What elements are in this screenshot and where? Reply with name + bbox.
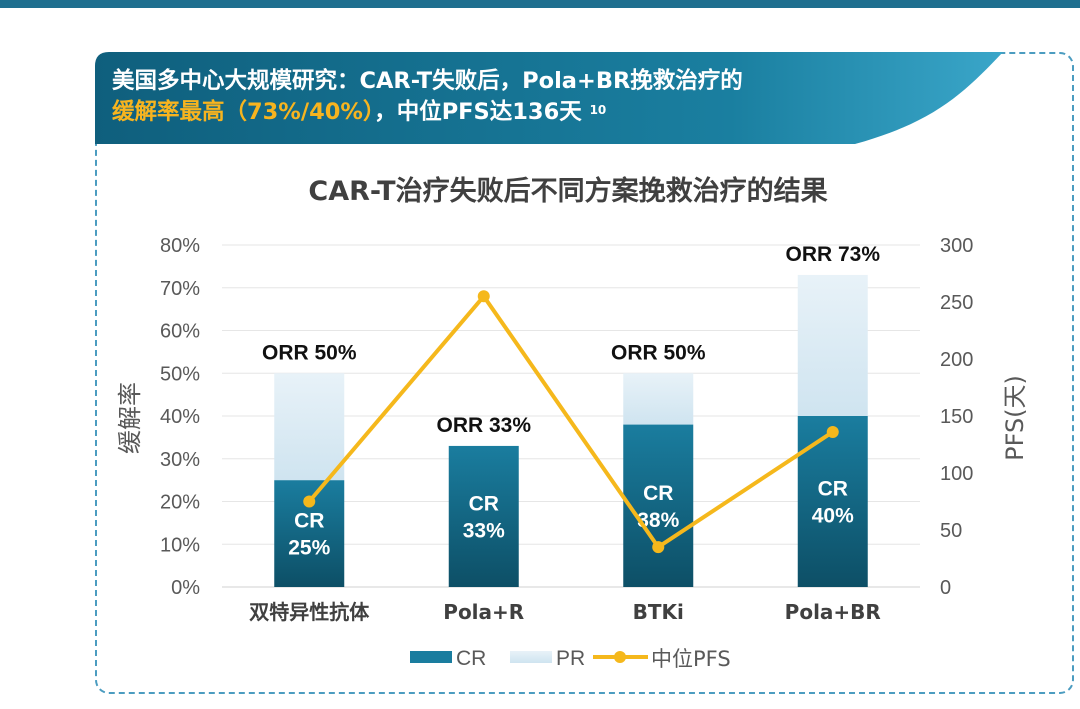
cr-data-label: CR 25%: [288, 510, 330, 560]
y2-tick-label: 100: [940, 463, 973, 485]
legend-pfs-label: 中位PFS: [651, 647, 731, 671]
x-tick-label: Pola+R: [443, 600, 524, 624]
pr-bar: [797, 274, 868, 416]
y-tick-label: 10%: [160, 534, 200, 556]
y-tick-label: 20%: [160, 492, 200, 514]
pfs-line: [307, 294, 834, 550]
y-tick-label: 0%: [171, 577, 200, 599]
headline-highlight: 缓解率最高（73%/40%）: [112, 99, 375, 125]
cr-data-label: CR 33%: [463, 492, 505, 542]
pfs-point: [826, 425, 839, 438]
reference-number: 10: [589, 103, 607, 117]
orr-label: ORR 33%: [436, 414, 531, 437]
legend-cr-label: CR: [456, 647, 486, 670]
y-tick-label: 50%: [160, 363, 200, 385]
y2-axis-title: PFS(天): [1001, 375, 1029, 461]
orr-label: ORR 50%: [262, 341, 357, 364]
chart-title: CAR-T治疗失败后不同方案挽救治疗的结果: [308, 175, 827, 207]
x-tick-label: BTKi: [633, 600, 684, 624]
y-tick-label: 40%: [160, 406, 200, 428]
y2-tick-label: 150: [940, 406, 973, 428]
y2-tick-label: 0: [940, 577, 951, 599]
cr-bar: [623, 424, 694, 587]
pr-bar: [623, 373, 694, 425]
headline-line2-rest: ，中位PFS达136天: [374, 99, 582, 125]
pfs-point: [477, 290, 490, 303]
y-tick-label: 80%: [160, 235, 200, 257]
y-axis-title: 缓解率: [116, 382, 144, 454]
pr-bar: [274, 373, 345, 481]
cr-data-label: CR 40%: [812, 478, 854, 528]
x-tick-label: Pola+BR: [785, 600, 881, 624]
cr-bar: [448, 445, 519, 587]
y-tick-label: 60%: [160, 321, 200, 343]
headline-line1: 美国多中心大规模研究：CAR-T失败后，Pola+BR挽救治疗的: [112, 68, 743, 94]
y2-tick-label: 250: [940, 292, 973, 314]
legend-cr-swatch: [410, 651, 452, 663]
orr-label: ORR 73%: [785, 243, 880, 266]
pfs-point: [303, 495, 316, 508]
headline-banner: [95, 52, 1005, 144]
legend-pfs-marker: [614, 651, 626, 663]
y-tick-label: 30%: [160, 449, 200, 471]
x-tick-label: 双特异性抗体: [249, 600, 370, 624]
orr-label: ORR 50%: [611, 341, 706, 364]
cr-bar: [797, 416, 868, 587]
legend-pr-swatch: [510, 651, 552, 663]
headline-text: 美国多中心大规模研究：CAR-T失败后，Pola+BR挽救治疗的 缓解率最高（7…: [112, 66, 992, 128]
pfs-point: [652, 541, 665, 554]
y2-tick-label: 200: [940, 349, 973, 371]
y2-tick-label: 300: [940, 235, 973, 257]
top-accent-bar: [0, 0, 1080, 8]
legend-pr-label: PR: [556, 647, 585, 670]
cr-data-label: CR 38%: [637, 482, 679, 532]
y2-tick-label: 50: [940, 520, 962, 542]
y-tick-label: 70%: [160, 278, 200, 300]
headline-line2: 缓解率最高（73%/40%），中位PFS达136天 10: [112, 97, 992, 128]
